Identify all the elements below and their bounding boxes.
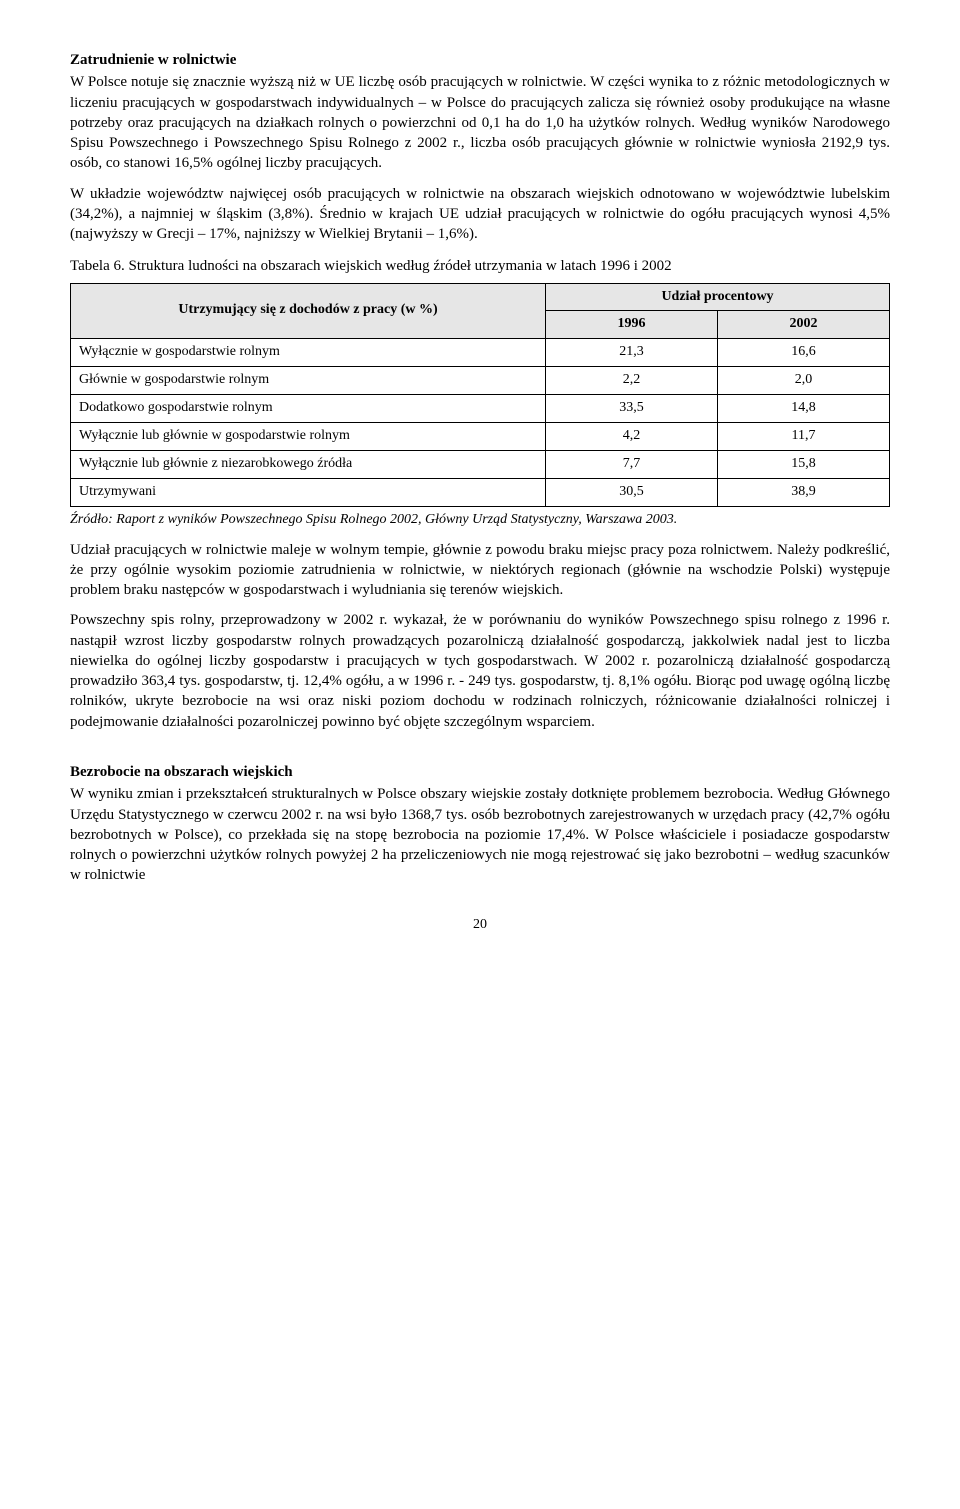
paragraph: Powszechny spis rolny, przeprowadzony w … (70, 610, 890, 732)
table-cell-label: Utrzymywani (71, 478, 546, 506)
table-cell-label: Wyłącznie lub głównie w gospodarstwie ro… (71, 422, 546, 450)
table-cell-value: 14,8 (718, 395, 890, 423)
table-cell-label: Wyłącznie lub głównie z niezarobkowego ź… (71, 450, 546, 478)
paragraph: W układzie województw najwięcej osób pra… (70, 184, 890, 245)
table-cell-value: 33,5 (546, 395, 718, 423)
table-cell-label: Wyłącznie w gospodarstwie rolnym (71, 339, 546, 367)
table-row: Głównie w gospodarstwie rolnym 2,2 2,0 (71, 367, 890, 395)
paragraph: Udział pracujących w rolnictwie maleje w… (70, 540, 890, 601)
table-cell-value: 16,6 (718, 339, 890, 367)
table-income-structure: Utrzymujący się z dochodów z pracy (w %)… (70, 283, 890, 507)
table-cell-value: 38,9 (718, 478, 890, 506)
paragraph: W wyniku zmian i przekształceń struktura… (70, 784, 890, 885)
table-header-main: Utrzymujący się z dochodów z pracy (w %) (71, 283, 546, 339)
table-row: Utrzymywani 30,5 38,9 (71, 478, 890, 506)
table-cell-value: 4,2 (546, 422, 718, 450)
table-caption: Tabela 6. Struktura ludności na obszarac… (70, 256, 890, 276)
table-cell-label: Głównie w gospodarstwie rolnym (71, 367, 546, 395)
table-cell-value: 30,5 (546, 478, 718, 506)
table-row: Wyłącznie w gospodarstwie rolnym 21,3 16… (71, 339, 890, 367)
table-header-year-1996: 1996 (546, 311, 718, 339)
table-header-year-2002: 2002 (718, 311, 890, 339)
table-cell-value: 2,2 (546, 367, 718, 395)
section-heading-unemployment: Bezrobocie na obszarach wiejskich (70, 762, 890, 782)
table-cell-value: 11,7 (718, 422, 890, 450)
table-source: Źródło: Raport z wyników Powszechnego Sp… (70, 511, 890, 530)
paragraph: W Polsce notuje się znacznie wyższą niż … (70, 72, 890, 173)
table-cell-value: 7,7 (546, 450, 718, 478)
table-cell-label: Dodatkowo gospodarstwie rolnym (71, 395, 546, 423)
table-header-row: Utrzymujący się z dochodów z pracy (w %)… (71, 283, 890, 311)
table-cell-value: 15,8 (718, 450, 890, 478)
table-cell-value: 2,0 (718, 367, 890, 395)
section-heading-employment: Zatrudnienie w rolnictwie (70, 50, 890, 70)
table-cell-value: 21,3 (546, 339, 718, 367)
table-row: Dodatkowo gospodarstwie rolnym 33,5 14,8 (71, 395, 890, 423)
table-header-group: Udział procentowy (546, 283, 890, 311)
page-number: 20 (70, 916, 890, 935)
table-row: Wyłącznie lub głównie z niezarobkowego ź… (71, 450, 890, 478)
table-row: Wyłącznie lub głównie w gospodarstwie ro… (71, 422, 890, 450)
